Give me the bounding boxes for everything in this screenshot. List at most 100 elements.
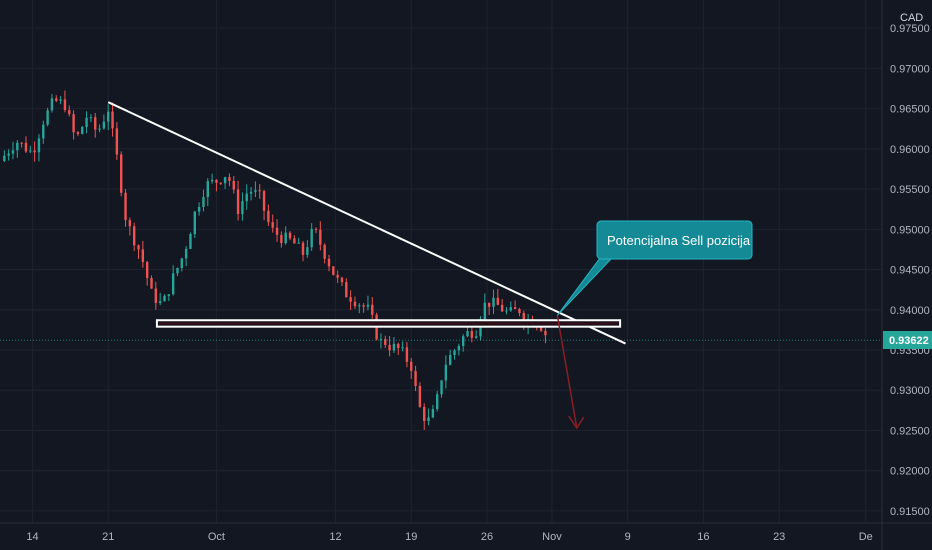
- candle-body: [33, 150, 36, 153]
- candle-body: [539, 327, 543, 331]
- candle-body: [102, 121, 106, 129]
- candle-body: [241, 201, 244, 215]
- candle-body: [275, 227, 279, 235]
- candle-body: [236, 189, 240, 215]
- candle-body: [254, 190, 257, 192]
- candle-body: [42, 124, 45, 139]
- candle-body: [466, 331, 469, 337]
- candle-body: [11, 150, 15, 154]
- y-tick-label: 0.94000: [890, 305, 930, 317]
- candle-body: [280, 234, 283, 244]
- candle-body: [444, 364, 448, 381]
- descending-trendline[interactable]: [107, 101, 626, 345]
- candle-body: [453, 350, 456, 355]
- candle-body: [72, 114, 75, 133]
- candle-body: [384, 339, 387, 345]
- candle-body: [63, 99, 67, 111]
- x-tick-label: 16: [697, 531, 709, 543]
- x-tick-label: Oct: [208, 531, 225, 543]
- candle-body: [59, 99, 62, 101]
- candle-body: [487, 302, 491, 307]
- candle-body: [358, 305, 361, 307]
- candle-body: [137, 245, 140, 250]
- candle-body: [353, 301, 357, 307]
- candle-body: [461, 336, 465, 347]
- candle-body: [457, 346, 461, 351]
- candle-body: [55, 98, 58, 101]
- candle-body: [423, 406, 426, 422]
- candle-body: [427, 417, 430, 422]
- candle-body: [332, 266, 335, 275]
- y-tick-label: 0.96000: [890, 144, 930, 156]
- support-zone-fill: [158, 322, 619, 325]
- candle-body: [132, 226, 136, 246]
- candle-body: [150, 277, 153, 289]
- down-arrow-line[interactable]: [556, 315, 578, 429]
- candle-body: [245, 193, 248, 202]
- candle-body: [210, 179, 214, 182]
- x-tick-label: 12: [329, 531, 341, 543]
- candle-body: [509, 307, 513, 311]
- y-tick-label: 0.97500: [890, 23, 930, 35]
- candle-body: [223, 177, 227, 184]
- time-axis[interactable]: 14 21 Oct 12 19 26 Nov 9 16 23 De: [26, 531, 872, 543]
- candle-body: [448, 354, 452, 365]
- candle-body: [120, 154, 123, 193]
- price-axis[interactable]: 0.97500 0.97000 0.96500 0.96000 0.95500 0.950…: [890, 23, 930, 518]
- y-tick-label: 0.92000: [890, 466, 930, 478]
- y-tick-label: 0.96500: [890, 104, 930, 116]
- current-price-value: 0.93622: [889, 335, 929, 347]
- candle-body: [492, 297, 495, 307]
- candle-body: [111, 111, 114, 129]
- candle-body: [362, 305, 365, 307]
- candle-body: [293, 238, 296, 244]
- candle-body: [397, 343, 400, 349]
- candle-body: [145, 262, 149, 278]
- candle-body: [267, 210, 270, 223]
- candle-body: [345, 282, 348, 298]
- candle-body: [180, 258, 184, 269]
- candle-body: [284, 232, 287, 244]
- candle-body: [206, 181, 209, 198]
- candle-body: [401, 347, 404, 349]
- candle-body: [371, 304, 374, 315]
- candle-body: [522, 313, 525, 326]
- candle-body: [197, 206, 201, 212]
- candle-body: [85, 117, 88, 127]
- candle-body: [16, 142, 19, 151]
- candle-body: [141, 249, 145, 263]
- y-tick-label: 0.95000: [890, 224, 930, 236]
- candle-body: [323, 244, 326, 259]
- candle-body: [262, 190, 266, 211]
- candle-body: [405, 347, 409, 362]
- candle-body: [271, 222, 274, 228]
- candle-body: [68, 110, 71, 115]
- candle-body: [388, 344, 391, 351]
- y-tick-label: 0.93000: [890, 385, 930, 397]
- candle-body: [366, 304, 370, 307]
- candle-body: [306, 247, 309, 255]
- candle-body: [319, 229, 322, 245]
- candle-body: [215, 179, 218, 183]
- candle-body: [232, 181, 235, 190]
- candle-body: [314, 228, 318, 230]
- candle-body: [310, 228, 313, 248]
- candle-body: [46, 110, 49, 125]
- candle-body: [513, 307, 517, 310]
- candle-body: [349, 297, 352, 302]
- candle-body: [418, 385, 422, 407]
- candle-body: [336, 274, 339, 278]
- candle-body: [219, 182, 222, 184]
- candle-body: [158, 301, 162, 303]
- candle-body: [154, 288, 158, 303]
- candle-body: [392, 343, 396, 351]
- x-tick-label: 14: [26, 531, 38, 543]
- candle-body: [94, 117, 97, 130]
- candle-body: [76, 132, 80, 135]
- x-tick-label: 21: [102, 531, 114, 543]
- candle-body: [258, 190, 261, 192]
- candle-body: [24, 142, 28, 152]
- callout-box[interactable]: [596, 220, 753, 260]
- candle-body: [20, 142, 23, 144]
